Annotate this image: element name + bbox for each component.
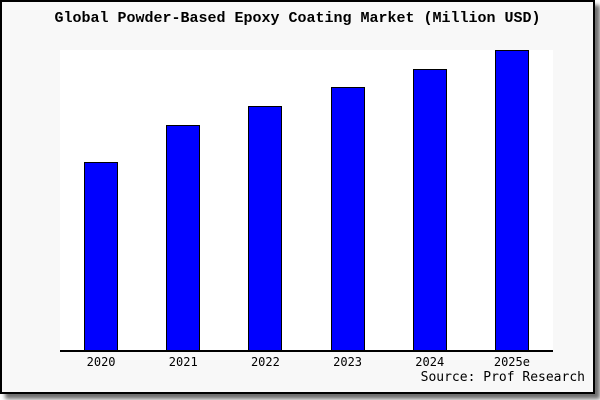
x-tick-label-2020: 2020 bbox=[86, 355, 116, 369]
x-tick-label-2021: 2021 bbox=[168, 355, 198, 369]
x-axis-labels: 2020 2021 2022 2023 2024 2025e bbox=[60, 356, 553, 370]
plot-area bbox=[60, 50, 553, 352]
bar-2024 bbox=[412, 69, 447, 350]
chart-title: Global Powder-Based Epoxy Coating Market… bbox=[54, 10, 541, 27]
bar-2023 bbox=[330, 87, 365, 350]
x-tick-label-2025e: 2025e bbox=[493, 355, 530, 369]
source-credit: Source: Prof Research bbox=[420, 370, 585, 385]
bar-2025e bbox=[494, 50, 529, 350]
x-tick-label-2022: 2022 bbox=[250, 355, 280, 369]
bar-2022 bbox=[248, 106, 283, 350]
bar-2021 bbox=[166, 125, 201, 350]
x-tick-label-2023: 2023 bbox=[333, 355, 363, 369]
chart-frame: Global Powder-Based Epoxy Coating Market… bbox=[0, 0, 595, 394]
bar-2020 bbox=[84, 162, 119, 350]
x-tick-label-2024: 2024 bbox=[415, 355, 445, 369]
